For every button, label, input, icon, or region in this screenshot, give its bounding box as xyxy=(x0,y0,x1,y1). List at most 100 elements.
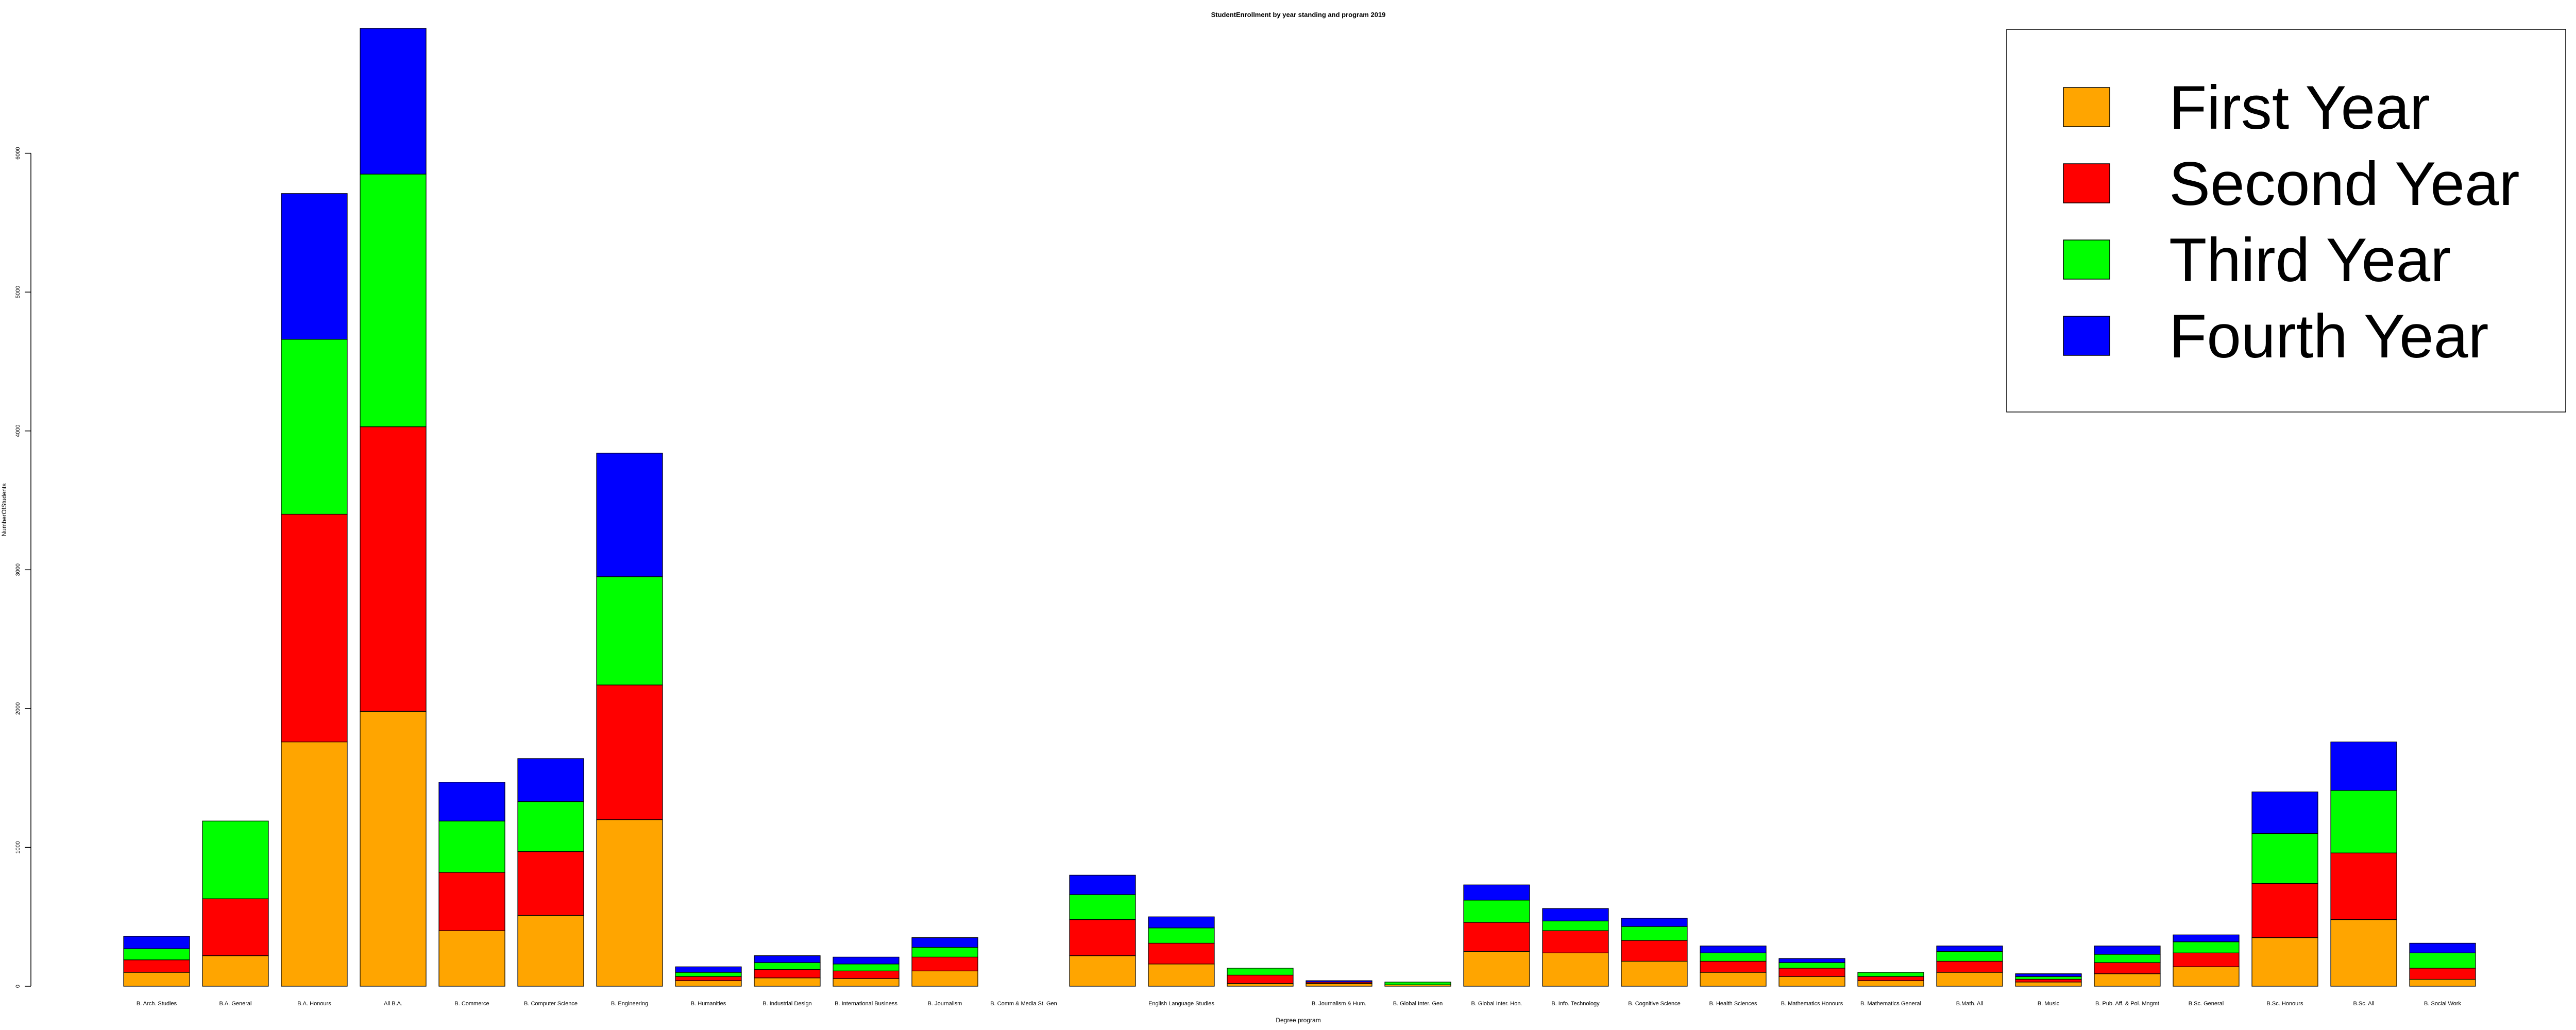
bar-segment xyxy=(754,969,821,978)
x-tick-label: B.Sc. Honours xyxy=(2267,1001,2303,1007)
x-tick-label: B. Engineering xyxy=(611,1001,648,1007)
bar-segment xyxy=(360,28,427,175)
bar-segment xyxy=(2409,968,2476,980)
legend-swatch xyxy=(2063,316,2110,356)
bar-segment xyxy=(675,980,742,987)
y-tick-label: 1000 xyxy=(15,841,21,853)
bar-segment xyxy=(281,741,348,987)
y-axis: 0 1000 2000 3000 4000 5000 6000 xyxy=(15,147,31,988)
bar-segment xyxy=(281,339,348,515)
bar-segment xyxy=(438,872,505,931)
bar-segment xyxy=(1857,980,1924,987)
bar-segment xyxy=(1463,884,1530,901)
bar-segment xyxy=(2330,852,2397,920)
bar-segment xyxy=(1148,928,1215,944)
x-tick-label: B. Pub. Aff. & Pol. Mngmt xyxy=(2095,1001,2159,1007)
bar-segment xyxy=(1542,930,1609,953)
bar-segment xyxy=(517,758,584,802)
x-tick-label: B.A. General xyxy=(219,1001,252,1007)
bar-segment xyxy=(2173,934,2240,942)
bar-segment xyxy=(911,956,978,971)
bar-segment xyxy=(123,936,190,949)
x-tick-label: B. Music xyxy=(2038,1001,2060,1007)
x-tick-label: B. Global Inter. Gen xyxy=(1393,1001,1443,1007)
x-tick-labels: B. Arch. Studies B.A. General B.A. Honours… xyxy=(137,1001,2462,1007)
bar-segment xyxy=(1700,972,1767,987)
bar-segment xyxy=(596,453,663,577)
bar-segment xyxy=(754,955,821,963)
x-tick-label: B. Info. Technology xyxy=(1551,1001,1600,1007)
bar-segment xyxy=(1936,946,2003,952)
bar-segment xyxy=(2173,952,2240,967)
bar-segment xyxy=(911,947,978,957)
x-tick-label: B. Social Work xyxy=(2424,1001,2461,1007)
bar-segment xyxy=(1306,980,1372,983)
bar-segment xyxy=(2409,978,2476,987)
legend-label: Fourth Year xyxy=(2169,302,2488,371)
x-tick-label: B. Global Inter. Hon. xyxy=(1471,1001,1522,1007)
bar-segment xyxy=(281,193,348,340)
bar-segment xyxy=(2015,978,2082,983)
bar-segment xyxy=(123,948,190,960)
chart-title: StudentEnrollment by year standing and p… xyxy=(1211,11,1386,19)
y-tick-label: 2000 xyxy=(15,702,21,715)
bar-segment xyxy=(833,978,900,987)
bar-segment xyxy=(1069,874,1136,895)
x-tick-label: B. Journalism & Hum. xyxy=(1312,1001,1366,1007)
bar-segment xyxy=(1463,900,1530,923)
bar-segment xyxy=(2173,966,2240,987)
x-tick-label: B. Mathematics Honours xyxy=(1781,1001,1843,1007)
bar-segment xyxy=(2173,941,2240,953)
x-axis-label: Degree program xyxy=(1276,1017,1320,1024)
legend-swatch xyxy=(2063,163,2110,203)
bar-segment xyxy=(202,955,269,987)
bar-segment xyxy=(1227,968,1294,976)
bar-segment xyxy=(911,970,978,987)
bar-segment xyxy=(2251,833,2318,884)
bar-segment xyxy=(1621,918,1688,927)
bar-segment xyxy=(2094,954,2161,963)
bar-segment xyxy=(1778,968,1845,977)
x-tick-label: B. Comm & Media St. Gen xyxy=(990,1001,1057,1007)
bar-segment xyxy=(2094,973,2161,987)
bar-segment xyxy=(675,972,742,977)
bar-segment xyxy=(1621,940,1688,962)
bar-segment xyxy=(1542,908,1609,921)
bar-segment xyxy=(1069,894,1136,920)
x-tick-label: B. Journalism xyxy=(928,1001,962,1007)
bar-segment xyxy=(596,576,663,685)
x-tick-label: B. Computer Science xyxy=(524,1001,578,1007)
bar-segment xyxy=(1700,960,1767,973)
bar-segment xyxy=(2409,942,2476,953)
bar-segment xyxy=(2251,792,2318,834)
x-tick-label: B. International Business xyxy=(835,1001,897,1007)
x-tick-label: B.Math. All xyxy=(1956,1001,1984,1007)
bar-segment xyxy=(833,964,900,971)
x-tick-label: B. Mathematics General xyxy=(1860,1001,1921,1007)
y-tick-label: 3000 xyxy=(15,563,21,576)
legend: First Year Second Year Third Year Fourth Ye… xyxy=(2006,29,2566,413)
bar-segment xyxy=(438,930,505,987)
bar-segment xyxy=(1542,952,1609,987)
bar-segment xyxy=(202,898,269,956)
bar-segment xyxy=(754,962,821,970)
bar-segment xyxy=(1227,974,1294,984)
bar-segment xyxy=(2330,919,2397,987)
y-tick-label: 6000 xyxy=(15,147,21,159)
x-tick-label: B. Commerce xyxy=(454,1001,489,1007)
bar-segment xyxy=(2409,952,2476,969)
legend-swatch xyxy=(2063,239,2110,280)
bar-segment xyxy=(2330,790,2397,853)
x-tick-label: B.Sc. All xyxy=(2353,1001,2375,1007)
legend-label: First Year xyxy=(2169,73,2430,142)
bar-segment xyxy=(1306,983,1372,987)
bars-group xyxy=(123,28,2476,987)
bar-segment xyxy=(360,174,427,427)
bar-segment xyxy=(360,426,427,712)
bar-segment xyxy=(1778,958,1845,963)
bar-segment xyxy=(833,970,900,979)
bar-segment xyxy=(2015,982,2082,987)
x-tick-label: B.Sc. General xyxy=(2189,1001,2224,1007)
bar-segment xyxy=(1936,960,2003,973)
bar-segment xyxy=(833,956,900,965)
